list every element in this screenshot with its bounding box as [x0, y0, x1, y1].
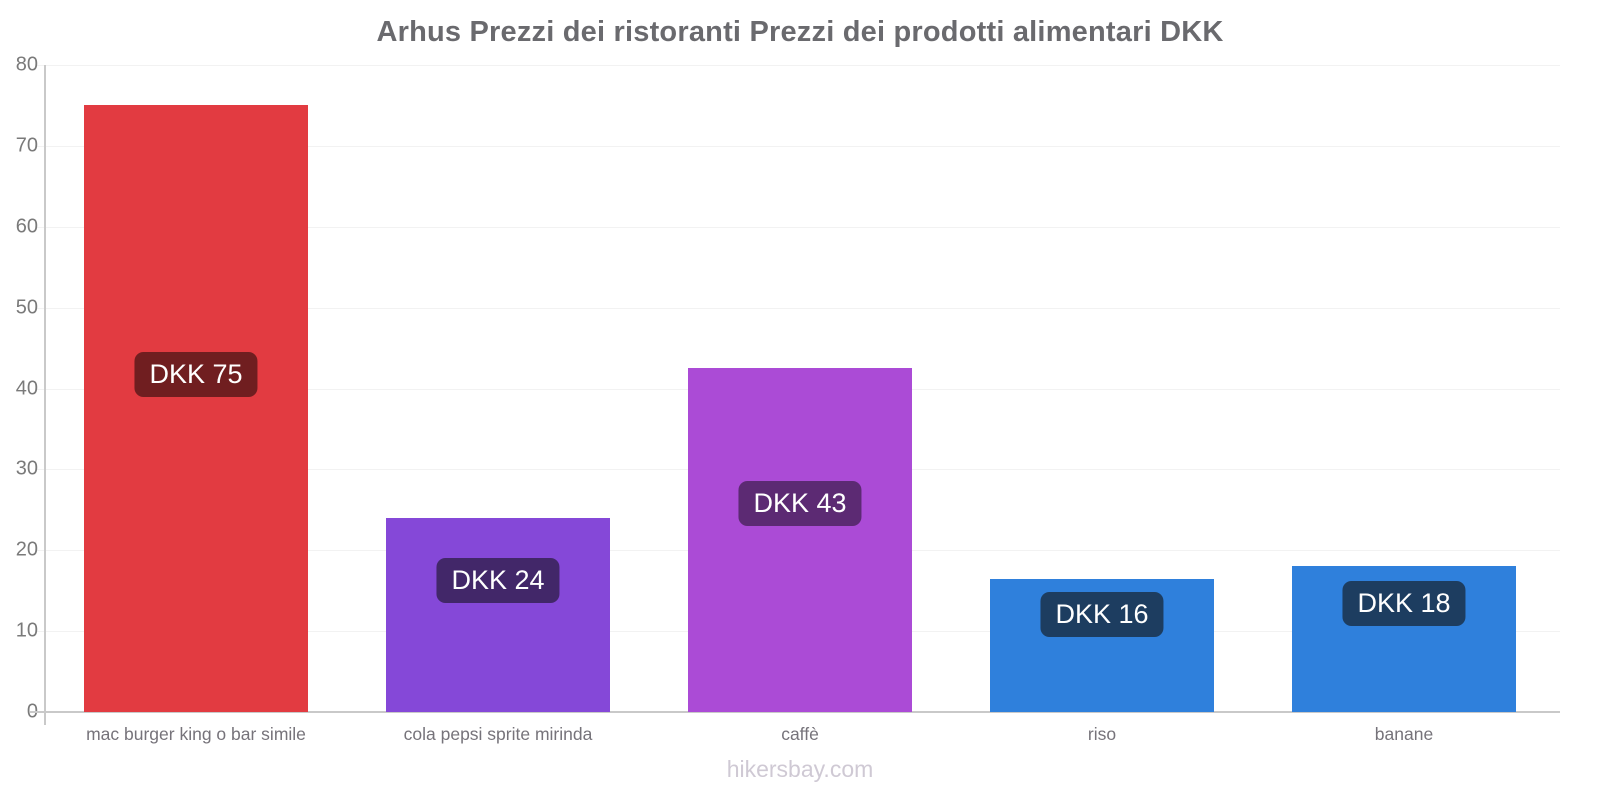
y-axis-tick-label: 10: [15, 619, 38, 642]
watermark-footer: hikersbay.com: [726, 756, 874, 782]
x-axis-line: [30, 711, 1560, 713]
y-axis-tick-label: 20: [15, 538, 38, 561]
bar-1: DKK 75: [84, 105, 308, 712]
bar-value-badge: DKK 16: [1040, 591, 1164, 637]
bar-value-badge: DKK 43: [738, 481, 862, 527]
x-axis-category-label: cola pepsi sprite mirinda: [403, 724, 593, 744]
bar-5: DKK 18: [1292, 566, 1516, 712]
bar-4: DKK 16: [990, 578, 1214, 712]
gridline-80: [37, 65, 1560, 66]
y-axis-tick-label: 30: [15, 457, 38, 480]
gridline-60: [37, 226, 1560, 228]
x-axis-category-label: banane: [1374, 724, 1434, 744]
bar-2: DKK 24: [386, 517, 610, 712]
y-axis-line: [44, 65, 46, 725]
y-axis-tick-label: 80: [15, 53, 38, 76]
gridline-70: [37, 145, 1560, 147]
x-axis-category-label: caffè: [781, 724, 819, 744]
x-axis-category-label: riso: [1087, 724, 1117, 744]
x-axis-category-label: mac burger king o bar simile: [86, 724, 306, 744]
gridline-50: [37, 307, 1560, 309]
bar-3: DKK 43: [688, 368, 912, 712]
bar-value-badge: DKK 24: [436, 557, 560, 603]
chart-title: Arhus Prezzi dei ristoranti Prezzi dei p…: [376, 16, 1224, 48]
y-axis-tick-label: 70: [15, 134, 38, 157]
y-axis-tick-label: 40: [15, 377, 38, 399]
y-axis-tick-label: 60: [15, 215, 38, 238]
y-axis-tick-label: 50: [15, 296, 38, 319]
bar-value-badge: DKK 75: [134, 352, 258, 398]
bar-value-badge: DKK 18: [1342, 581, 1466, 627]
